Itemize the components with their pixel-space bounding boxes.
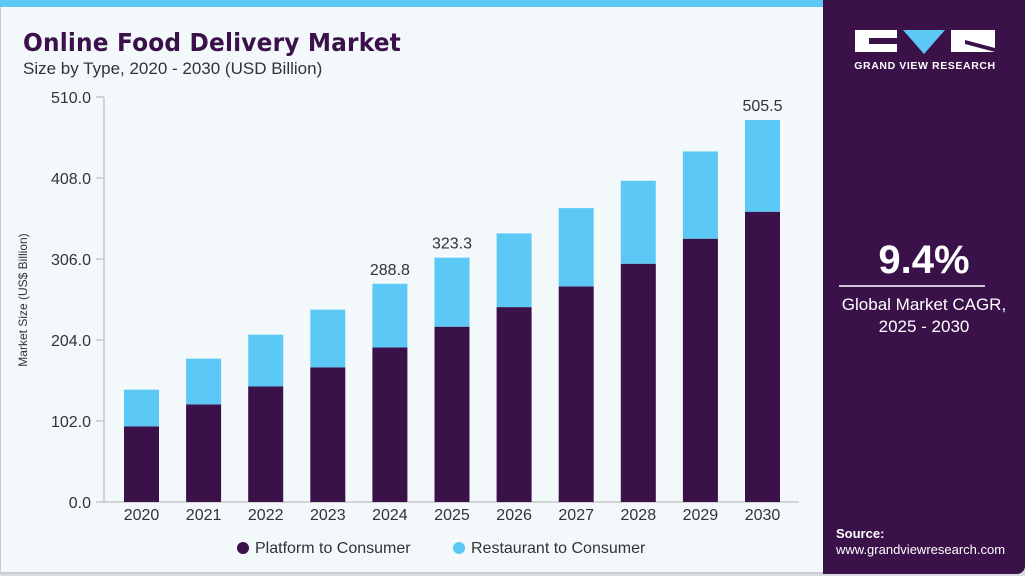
y-tick-label: 510.0 <box>51 90 91 107</box>
x-tick-label: 2026 <box>496 507 532 524</box>
legend-label: Platform to Consumer <box>255 540 411 557</box>
bar-platform-2027 <box>558 286 594 502</box>
cagr-label: Global Market CAGR, 2025 - 2030 <box>823 294 1025 338</box>
data-label-2025: 323.3 <box>432 236 472 253</box>
cagr-value: 9.4% <box>878 238 970 282</box>
bar-platform-2023 <box>310 367 346 502</box>
x-tick-label: 2021 <box>186 507 222 524</box>
bar-restaurant-2022 <box>248 334 284 387</box>
bar-platform-2021 <box>186 404 222 502</box>
bar-platform-2030 <box>745 211 780 502</box>
x-tick-label: 2025 <box>434 507 470 524</box>
bar-platform-2020 <box>124 426 159 502</box>
bar-restaurant-2021 <box>186 358 222 405</box>
bar-restaurant-2026 <box>496 233 532 308</box>
bar-restaurant-2030 <box>745 120 780 212</box>
bar-platform-2024 <box>372 347 408 502</box>
info-panel <box>823 0 1025 574</box>
y-tick-label: 0.0 <box>69 495 91 512</box>
x-tick-label: 2024 <box>372 507 408 524</box>
bar-restaurant-2023 <box>310 309 346 368</box>
legend-marker <box>453 542 465 554</box>
x-tick-label: 2022 <box>248 507 284 524</box>
source-label: Source: <box>836 526 885 541</box>
legend-label: Restaurant to Consumer <box>471 540 646 557</box>
accent-strip <box>0 0 823 7</box>
bar-restaurant-2028 <box>620 180 656 264</box>
x-tick-label: 2020 <box>124 507 160 524</box>
bar-platform-2029 <box>682 238 718 502</box>
bar-platform-2022 <box>248 386 284 502</box>
y-tick-label: 102.0 <box>51 414 91 431</box>
x-tick-label: 2027 <box>558 507 594 524</box>
bar-platform-2028 <box>620 263 656 502</box>
x-tick-label: 2029 <box>683 507 719 524</box>
data-label-2030: 505.5 <box>742 98 782 115</box>
cagr-label-line1: Global Market CAGR, <box>841 295 1007 314</box>
x-tick-label: 2030 <box>745 507 781 524</box>
cagr-divider <box>839 285 985 287</box>
y-tick-label: 306.0 <box>51 252 91 269</box>
x-tick-label: 2028 <box>621 507 657 524</box>
bar-restaurant-2020 <box>124 389 159 427</box>
source-link[interactable]: www.grandviewresearch.com <box>836 542 1006 557</box>
legend-marker <box>237 542 249 554</box>
cagr-label-line2: 2025 - 2030 <box>878 317 970 336</box>
bar-platform-2026 <box>496 307 532 502</box>
data-label-2024: 288.8 <box>370 262 410 279</box>
brand-name: GRAND VIEW RESEARCH <box>854 60 996 72</box>
bar-platform-2025 <box>434 326 470 502</box>
bar-restaurant-2027 <box>558 208 594 287</box>
y-tick-label: 204.0 <box>51 333 91 350</box>
y-tick-label: 408.0 <box>51 171 91 188</box>
chart-subtitle: Size by Type, 2020 - 2030 (USD Billion) <box>23 59 323 78</box>
legend: Platform to Consumer Restaurant to Consum… <box>237 540 646 557</box>
chart-title: Online Food Delivery Market <box>23 28 401 57</box>
gvr-logo-icon <box>855 30 995 54</box>
bar-restaurant-2024 <box>372 283 408 348</box>
bar-restaurant-2025 <box>434 257 470 327</box>
x-tick-label: 2023 <box>310 507 346 524</box>
y-axis-label: Market Size (US$ Billion) <box>16 233 30 366</box>
stacked-bar-chart: Market Size (US$ Billion) 0.0 102.0 204.0 3… <box>16 90 799 557</box>
bar-restaurant-2029 <box>682 151 718 239</box>
